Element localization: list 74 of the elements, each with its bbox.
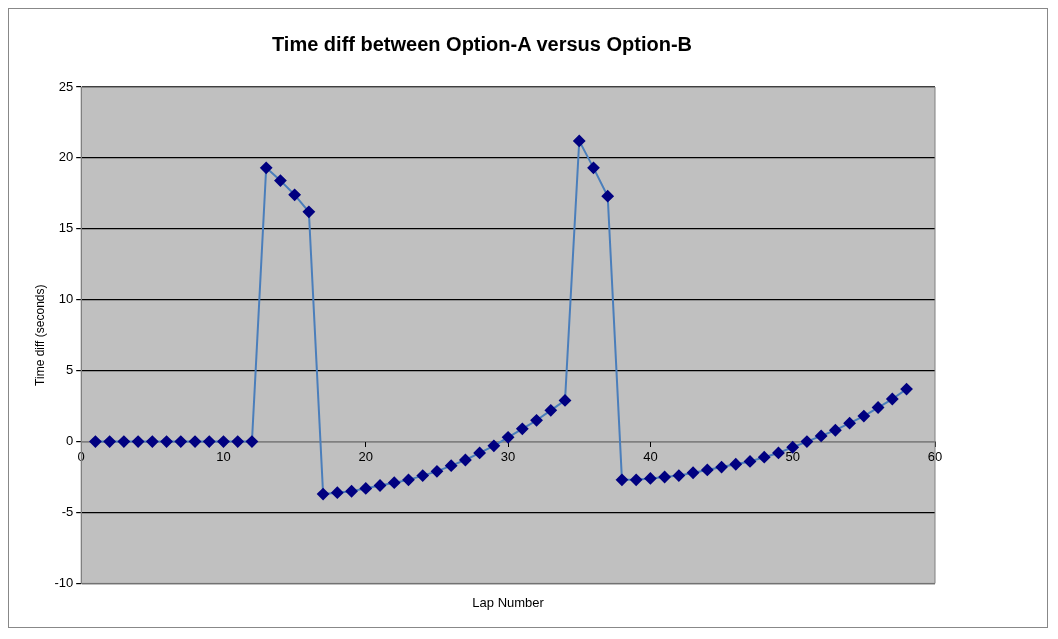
- x-tick-label: 40: [643, 448, 658, 464]
- chart-title: Time diff between Option-A versus Option-B: [271, 32, 693, 55]
- point: [459, 454, 472, 467]
- point: [331, 486, 344, 499]
- y-tick-label: 15: [58, 220, 74, 236]
- x-tick-label: 50: [785, 448, 800, 464]
- point: [89, 435, 102, 448]
- point: [587, 161, 600, 174]
- point: [886, 393, 899, 406]
- y-tick-label: -10: [54, 574, 74, 590]
- x-axis-title: Lap Number: [472, 594, 545, 610]
- x-tick-label: 60: [927, 448, 943, 464]
- point: [317, 488, 330, 501]
- point: [772, 446, 785, 459]
- point: [658, 471, 671, 484]
- point: [744, 455, 757, 468]
- point: [203, 435, 216, 448]
- point: [189, 435, 202, 448]
- point: [103, 435, 116, 448]
- point: [573, 134, 586, 147]
- point: [687, 466, 700, 479]
- point: [374, 479, 387, 492]
- point: [630, 473, 643, 486]
- point: [160, 435, 173, 448]
- y-tick-label: 20: [58, 149, 74, 165]
- y-tick-label: -5: [61, 504, 74, 520]
- point: [530, 414, 543, 427]
- point: [388, 476, 401, 489]
- point: [758, 451, 771, 464]
- point: [559, 394, 572, 407]
- point: [430, 465, 443, 478]
- point: [800, 435, 813, 448]
- point: [857, 410, 870, 423]
- point: [416, 469, 429, 482]
- x-tick-label: 20: [358, 448, 374, 464]
- point: [644, 472, 657, 485]
- y-tick-label: 25: [58, 78, 74, 94]
- point: [715, 461, 728, 474]
- point: [359, 482, 372, 495]
- point: [615, 473, 628, 486]
- point: [601, 190, 614, 203]
- y-axis-title: Time diff (seconds): [32, 284, 47, 386]
- point: [302, 205, 315, 218]
- point: [516, 422, 529, 435]
- x-tick-label: 10: [216, 448, 231, 464]
- point: [843, 417, 856, 430]
- point: [502, 431, 515, 444]
- point: [146, 435, 159, 448]
- point: [829, 424, 842, 437]
- point: [132, 435, 145, 448]
- point: [872, 401, 885, 414]
- point: [701, 463, 714, 476]
- point: [345, 485, 358, 498]
- y-tick-label: 0: [65, 433, 74, 449]
- point: [473, 446, 486, 459]
- point: [815, 429, 828, 442]
- point: [231, 435, 244, 448]
- y-tick-label: 10: [58, 291, 74, 307]
- point: [274, 174, 287, 187]
- point: [245, 435, 258, 448]
- point: [672, 469, 685, 482]
- point: [544, 404, 557, 417]
- point: [217, 435, 230, 448]
- point: [117, 435, 130, 448]
- point: [900, 383, 913, 396]
- y-tick-label: 5: [65, 362, 74, 378]
- point: [260, 161, 273, 174]
- point: [487, 439, 500, 452]
- point: [174, 435, 187, 448]
- x-tick-label: 30: [500, 448, 516, 464]
- point: [445, 459, 458, 472]
- point: [402, 473, 415, 486]
- point: [288, 188, 301, 201]
- point: [729, 458, 742, 471]
